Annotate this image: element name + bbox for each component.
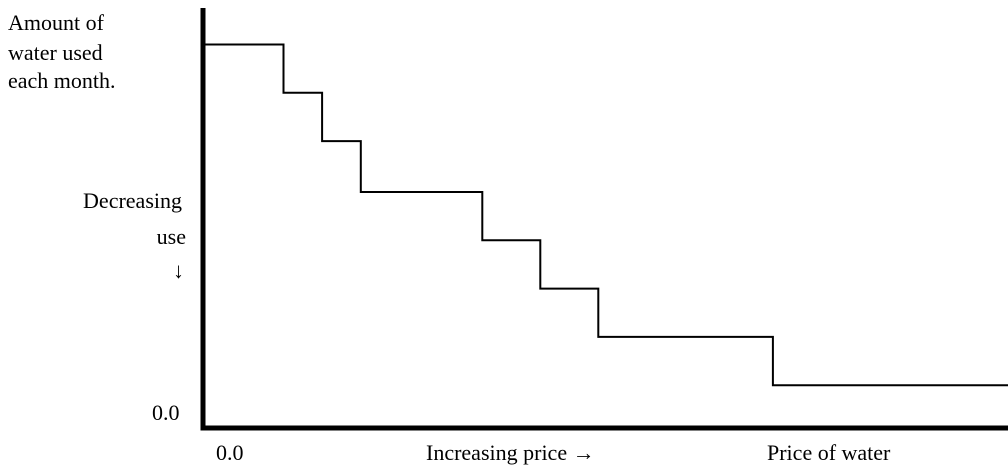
x-tick-label-zero: 0.0 (216, 440, 244, 465)
y-annotation-decreasing: Decreasing (83, 188, 182, 213)
y-axis-label-line-3: each month. (8, 68, 116, 93)
y-axis-label-line-1: Amount of (8, 10, 104, 35)
x-annotation-increasing-price: Increasing price → (426, 440, 595, 465)
step-line-series-0 (203, 43, 1008, 387)
y-annotation-use: use (156, 224, 186, 249)
x-axis-label: Price of water (767, 440, 891, 465)
y-axis-label-line-2: water used (8, 40, 103, 65)
y-tick-label-zero: 0.0 (152, 400, 180, 425)
y-annotation-down-arrow: ↓ (173, 258, 184, 283)
